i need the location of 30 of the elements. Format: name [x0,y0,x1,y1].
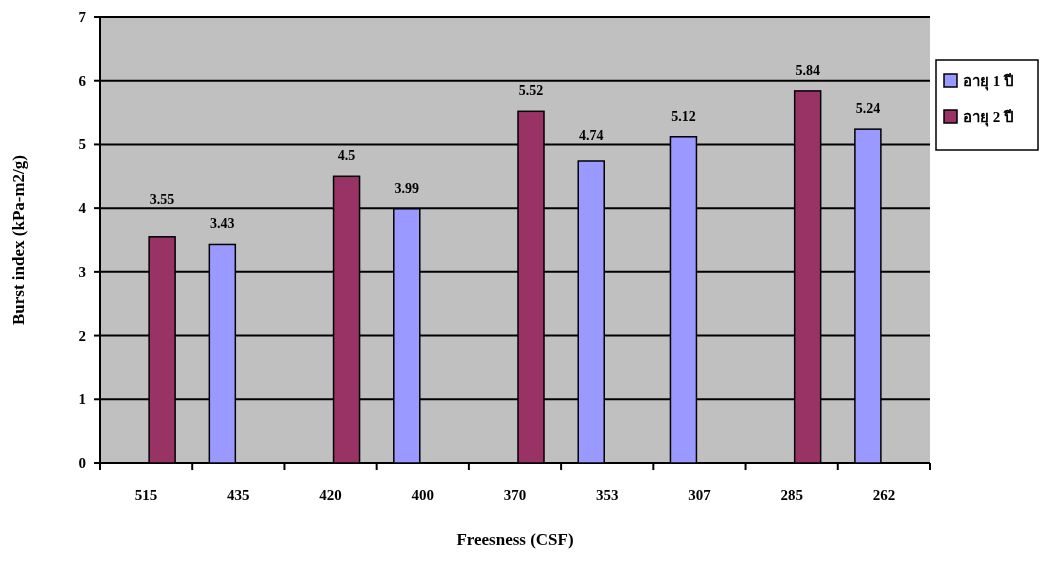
y-tick-label: 0 [78,455,86,471]
data-label: 5.84 [795,62,820,78]
x-tick-label: 515 [134,487,158,503]
data-label: 3.99 [394,180,420,196]
y-tick-label: 4 [78,200,87,217]
data-label: 3.55 [149,192,175,208]
data-label: 5.12 [671,108,696,124]
x-tick-label: 370 [503,487,527,503]
data-label: 3.43 [210,216,235,232]
x-tick-label: 420 [319,487,342,503]
y-tick-label: 5 [78,136,86,153]
x-tick-label: 285 [780,487,803,503]
x-axis-title: Freesness (CSF) [456,530,574,549]
legend-label: อายุ 2 ปี [963,109,1014,127]
y-tick-label: 2 [78,327,86,344]
y-tick-label: 1 [78,391,86,408]
y-tick-label: 6 [78,72,87,89]
x-tick-label: 435 [227,487,250,503]
x-tick-label: 307 [688,487,712,503]
x-tick-label: 353 [595,487,619,503]
data-label: 5.24 [855,101,881,117]
y-tick-label: 3 [78,263,86,280]
data-label: 5.52 [518,83,544,99]
legend-label: อายุ 1 ปี [963,73,1014,91]
data-label: 4.5 [337,148,356,164]
x-tick-label: 262 [872,487,896,503]
y-tick-label: 7 [78,9,87,25]
x-tick-label: 400 [411,487,435,503]
y-axis-title: Burst index (kPa-m2/g) [9,155,28,325]
data-label: 4.74 [578,128,604,144]
